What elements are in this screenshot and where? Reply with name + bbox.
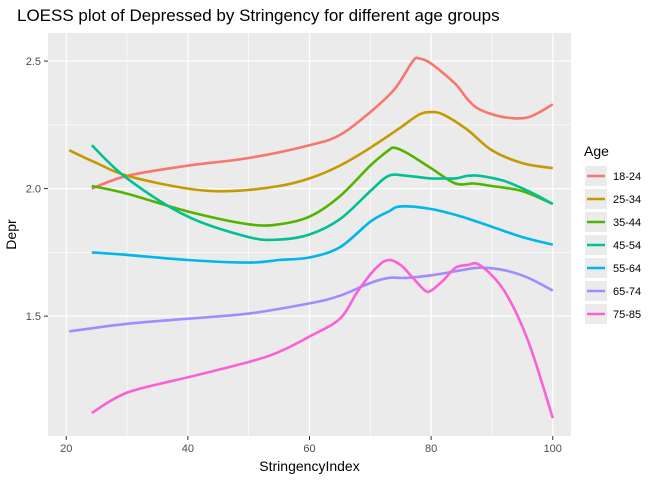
x-tick-label: 100 (544, 443, 562, 455)
legend-label-65-74: 65-74 (613, 286, 641, 298)
y-axis-ticks: 1.5 2.0 2.5 (26, 56, 48, 323)
series-line-55-64 (91, 205, 554, 264)
legend-title: Age (584, 143, 609, 159)
series-line-18-24 (91, 56, 554, 190)
x-tick-label: 80 (425, 443, 437, 455)
legend: Age 18-24 25-34 35-44 45-54 55-64 65-74 75-85 (584, 143, 641, 324)
x-tick-label: 40 (182, 443, 194, 455)
y-tick-label: 2.5 (26, 56, 41, 68)
series-line-25-34 (68, 110, 554, 193)
legend-label-25-34: 25-34 (613, 194, 641, 206)
legend-label-75-85: 75-85 (613, 309, 641, 321)
legend-label-18-24: 18-24 (613, 171, 641, 183)
series-lines (68, 56, 555, 419)
series-line-45-54 (90, 144, 554, 242)
legend-label-45-54: 45-54 (613, 240, 641, 252)
x-tick-label: 20 (60, 443, 72, 455)
series-line-75-85 (91, 258, 555, 419)
y-tick-label: 1.5 (26, 311, 41, 323)
y-tick-label: 2.0 (26, 184, 41, 196)
major-gridlines (48, 33, 571, 436)
x-tick-label: 60 (303, 443, 315, 455)
legend-label-55-64: 55-64 (613, 263, 641, 275)
series-line-35-44 (91, 146, 554, 227)
legend-label-35-44: 35-44 (613, 217, 641, 229)
x-axis-title: StringencyIndex (259, 458, 359, 474)
y-axis-title: Depr (3, 219, 19, 250)
series-line-65-74 (69, 266, 554, 333)
x-axis-ticks: 20 40 60 80 100 (60, 436, 562, 455)
chart-title: LOESS plot of Depressed by Stringency fo… (17, 6, 500, 25)
